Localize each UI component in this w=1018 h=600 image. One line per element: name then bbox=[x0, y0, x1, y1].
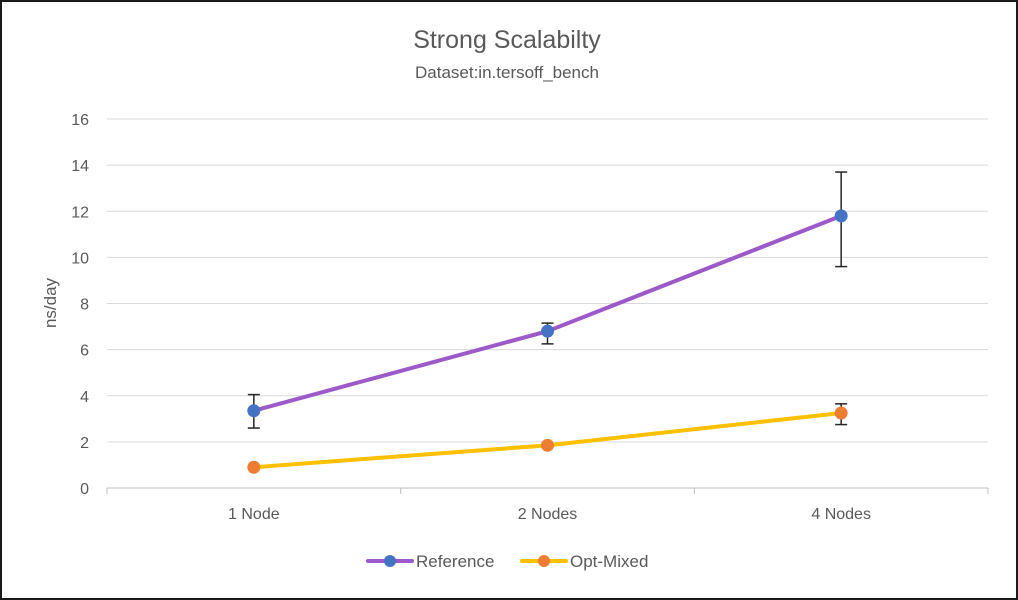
data-point bbox=[247, 404, 261, 418]
y-tick-label: 8 bbox=[80, 297, 89, 314]
legend-marker bbox=[384, 555, 396, 567]
legend-label: Opt-Mixed bbox=[570, 552, 648, 571]
series-layer bbox=[247, 171, 848, 474]
y-tick-labels: 0 2 4 6 8 10 12 14 16 bbox=[71, 112, 89, 498]
legend-item: Opt-Mixed bbox=[520, 552, 648, 571]
x-tick-labels: 1 Node 2 Nodes 4 Nodes bbox=[228, 506, 871, 523]
data-point bbox=[541, 438, 554, 452]
y-tick-label: 14 bbox=[71, 158, 89, 175]
data-point bbox=[834, 209, 848, 223]
y-tick-label: 16 bbox=[71, 112, 89, 129]
data-point bbox=[247, 460, 261, 474]
legend: Reference Opt-Mixed bbox=[366, 552, 648, 571]
x-tick-label: 2 Nodes bbox=[518, 506, 578, 523]
y-tick-label: 10 bbox=[71, 250, 89, 267]
legend-item: Reference bbox=[366, 552, 494, 571]
x-tick-label: 1 Node bbox=[228, 506, 280, 523]
data-point bbox=[834, 406, 848, 420]
series-line bbox=[251, 213, 844, 413]
y-tick-label: 4 bbox=[80, 389, 89, 406]
chart-title: Strong Scalabilty bbox=[413, 26, 601, 54]
legend-marker bbox=[538, 555, 550, 567]
y-tick-label: 6 bbox=[80, 343, 89, 360]
y-tick-label: 0 bbox=[80, 481, 89, 498]
data-point bbox=[541, 324, 554, 338]
legend-label: Reference bbox=[416, 552, 494, 571]
y-tick-label: 2 bbox=[80, 435, 89, 452]
series-reference bbox=[247, 171, 848, 429]
series-opt-mixed bbox=[247, 403, 848, 474]
x-tick-label: 4 Nodes bbox=[811, 506, 871, 523]
y-axis-title: ns/day bbox=[41, 277, 60, 328]
gridlines bbox=[106, 118, 989, 494]
chart-subtitle: Dataset:in.tersoff_bench bbox=[415, 63, 599, 82]
y-tick-label: 12 bbox=[71, 204, 89, 221]
